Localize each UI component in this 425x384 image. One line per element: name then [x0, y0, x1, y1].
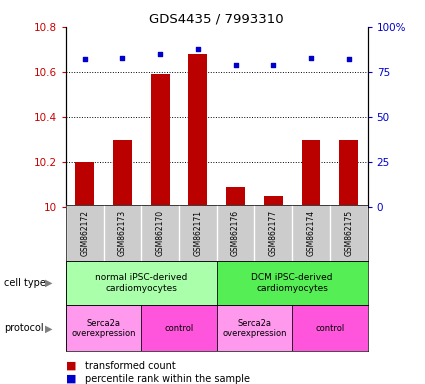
Text: normal iPSC-derived
cardiomyocytes: normal iPSC-derived cardiomyocytes	[95, 273, 187, 293]
Bar	[113, 140, 132, 207]
Bar	[75, 162, 94, 207]
Text: GSM862172: GSM862172	[80, 210, 89, 256]
Text: Serca2a
overexpression: Serca2a overexpression	[71, 319, 136, 338]
Point	[346, 56, 352, 63]
Point	[270, 62, 277, 68]
Text: GSM862171: GSM862171	[193, 210, 202, 256]
Bar	[292, 305, 368, 351]
Text: protocol: protocol	[4, 323, 44, 333]
Text: ■: ■	[66, 361, 76, 371]
Bar	[151, 74, 170, 207]
Bar	[141, 305, 217, 351]
Bar	[66, 261, 217, 305]
Point	[195, 45, 201, 51]
Bar	[264, 196, 283, 207]
Title: GDS4435 / 7993310: GDS4435 / 7993310	[150, 13, 284, 26]
Bar	[217, 261, 368, 305]
Bar	[188, 54, 207, 207]
Bar	[66, 305, 141, 351]
Text: GSM862170: GSM862170	[156, 210, 164, 257]
Text: GSM862177: GSM862177	[269, 210, 278, 257]
Text: Serca2a
overexpression: Serca2a overexpression	[222, 319, 287, 338]
Text: control: control	[315, 324, 345, 333]
Text: GSM862174: GSM862174	[306, 210, 315, 257]
Text: GSM862175: GSM862175	[344, 210, 353, 257]
Text: cell type: cell type	[4, 278, 46, 288]
Text: ▶: ▶	[45, 323, 52, 333]
Point	[308, 55, 314, 61]
Bar	[302, 140, 320, 207]
Text: percentile rank within the sample: percentile rank within the sample	[85, 374, 250, 384]
Bar	[217, 305, 292, 351]
Bar	[226, 187, 245, 207]
Text: GSM862173: GSM862173	[118, 210, 127, 257]
Point	[157, 51, 164, 57]
Point	[81, 56, 88, 63]
Text: ■: ■	[66, 374, 76, 384]
Text: control: control	[164, 324, 194, 333]
Text: ▶: ▶	[45, 278, 52, 288]
Point	[232, 62, 239, 68]
Text: GSM862176: GSM862176	[231, 210, 240, 257]
Bar	[339, 140, 358, 207]
Point	[119, 55, 126, 61]
Text: DCM iPSC-derived
cardiomyocytes: DCM iPSC-derived cardiomyocytes	[252, 273, 333, 293]
Text: transformed count: transformed count	[85, 361, 176, 371]
